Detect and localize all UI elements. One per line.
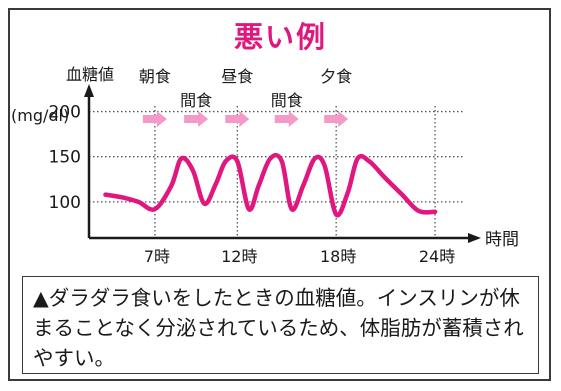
x-tick-label: 18時: [320, 247, 356, 266]
meal-arrow: [225, 111, 250, 127]
figure-frame: [8, 8, 551, 381]
meal-arrow: [184, 111, 209, 127]
glucose-curve: [103, 152, 438, 218]
meal-label: 間食: [180, 91, 212, 110]
chart-title: 悪い例: [233, 20, 327, 54]
caption-note: ▲ダラダラ食いをしたときの血糖値。インスリンが休まることなく分泌されているため、…: [22, 276, 539, 374]
y-axis-unit: (mg/dl): [11, 106, 69, 125]
meal-arrow: [274, 111, 299, 127]
y-axis-arrowhead: [84, 84, 94, 97]
y-axis-label: 血糖値: [66, 65, 114, 84]
x-tick-label: 24時: [419, 247, 455, 266]
x-axis-arrowhead: [468, 233, 481, 243]
x-axis-label: 時間: [485, 230, 519, 250]
x-tick-label: 12時: [221, 247, 257, 266]
meal-label: 夕食: [320, 67, 352, 86]
y-tick-label: 150: [49, 148, 81, 168]
meal-arrow: [324, 111, 349, 127]
y-tick-label: 200: [49, 103, 81, 123]
meal-label: 朝食: [139, 67, 171, 86]
meal-label: 間食: [271, 91, 303, 110]
meal-label: 昼食: [221, 67, 253, 86]
y-tick-label: 100: [49, 193, 81, 213]
meal-arrow: [142, 111, 167, 127]
x-tick-label: 7時: [144, 247, 170, 266]
